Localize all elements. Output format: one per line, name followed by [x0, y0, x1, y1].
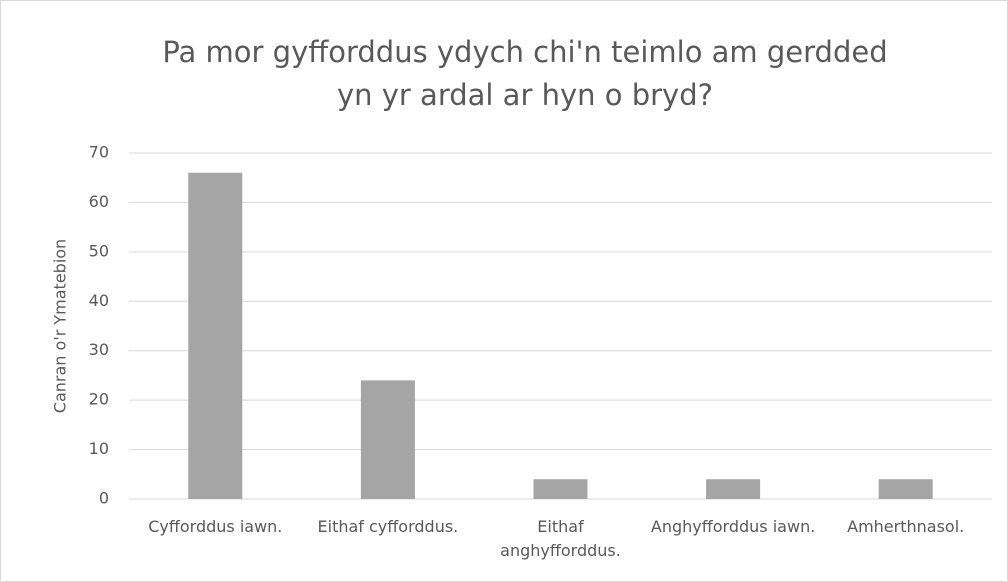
bar [188, 172, 243, 499]
y-tick-label: 60 [89, 192, 109, 211]
y-tick-label: 0 [99, 489, 109, 508]
x-tick-label: Eithaf anghyfforddus. [500, 517, 621, 560]
bar [878, 479, 933, 499]
chart-title: Pa mor gyfforddus ydych chi'n teimlo am … [162, 35, 888, 112]
y-tick-label: 50 [89, 241, 109, 260]
x-tick-label: Cyfforddus iawn. [148, 517, 283, 536]
y-tick-label: 10 [89, 439, 109, 458]
bar [533, 479, 588, 499]
bar [706, 479, 761, 499]
y-axis-label: Canran o'r Ymatebion [51, 239, 70, 413]
y-tick-label: 70 [89, 143, 109, 162]
x-tick-label: Amherthnasol. [847, 517, 965, 536]
y-tick-label: 30 [89, 340, 109, 359]
y-tick-label: 20 [89, 390, 109, 409]
bar [360, 380, 415, 499]
y-tick-label: 40 [89, 291, 109, 310]
x-tick-label: Anghyfforddus iawn. [650, 517, 816, 536]
x-tick-label: Eithaf cyfforddus. [317, 517, 459, 536]
